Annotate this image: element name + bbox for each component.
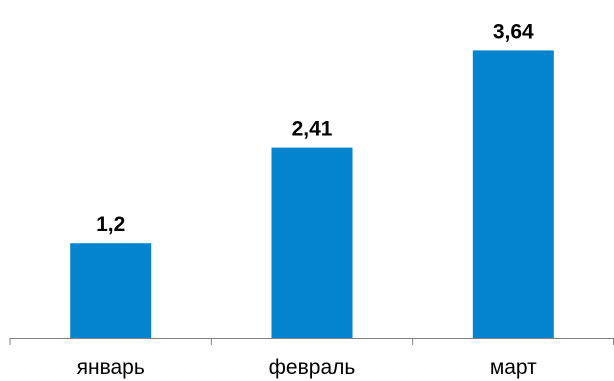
x-axis [9,338,614,345]
bar-3 [472,50,554,339]
category-label-3: март [490,356,537,379]
category-labels-group: январь февраль март [77,356,538,379]
bar-2 [271,147,353,338]
data-label-2: 2,41 [292,118,333,141]
data-label-3: 3,64 [493,20,534,43]
category-label-2: февраль [269,356,356,379]
data-label-1: 1,2 [96,213,125,236]
bars-group [70,50,554,339]
data-labels-group: 1,2 2,41 3,64 [96,20,534,236]
bar-1 [70,243,152,338]
category-label-1: январь [77,356,145,379]
